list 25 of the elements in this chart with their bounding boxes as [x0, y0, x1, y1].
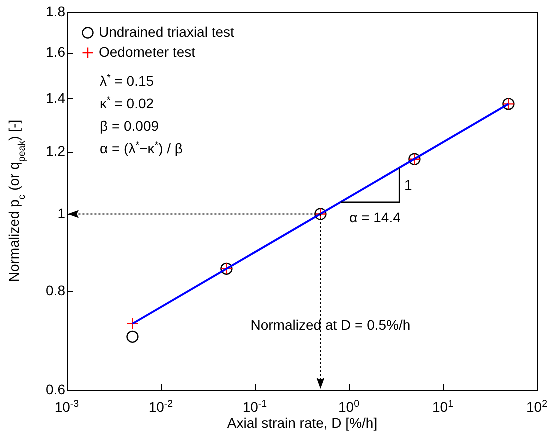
y-tick-label: 0.8	[46, 282, 66, 299]
y-tick-label: 1.2	[46, 143, 66, 160]
y-tick-label: 1.8	[46, 4, 66, 20]
annotation: α = 14.4	[350, 209, 402, 226]
point	[126, 330, 139, 344]
y-tick-label: 1.4	[46, 90, 66, 106]
x-tick-label: 10$^{2}$	[526, 398, 547, 415]
legend-label: Undrained triaxial test	[99, 24, 235, 40]
x-tick-label: 10$^{1}$	[432, 398, 454, 415]
x-tick-label: 10$^{0}$	[338, 398, 360, 415]
x-axis-title: Axial strain rate, D [%/h]	[227, 415, 378, 431]
y-tick-label: 1.6	[46, 44, 66, 60]
annotation: 1	[404, 177, 413, 194]
annotation: β = 0.009	[100, 118, 160, 134]
y-tick-label: 0.6	[46, 382, 66, 398]
annotation: κ$^{*}$ = 0.02	[100, 95, 154, 112]
point	[126, 318, 139, 330]
ref-line-label: Normalized at D = 0.5%/h	[250, 317, 411, 334]
x-tick-label: 10$^{-3}$	[54, 398, 80, 415]
legend-label: Oedometer test	[99, 44, 196, 60]
x-tick-label: 10$^{-2}$	[148, 398, 174, 415]
y-tick-label: 1	[58, 206, 66, 222]
annotation: α = (λ$^{*}$−κ$^{*}$) / β	[100, 140, 183, 156]
x-tick-label: 10$^{-1}$	[242, 398, 268, 415]
annotation: λ$^{*}$ = 0.15	[100, 72, 154, 89]
